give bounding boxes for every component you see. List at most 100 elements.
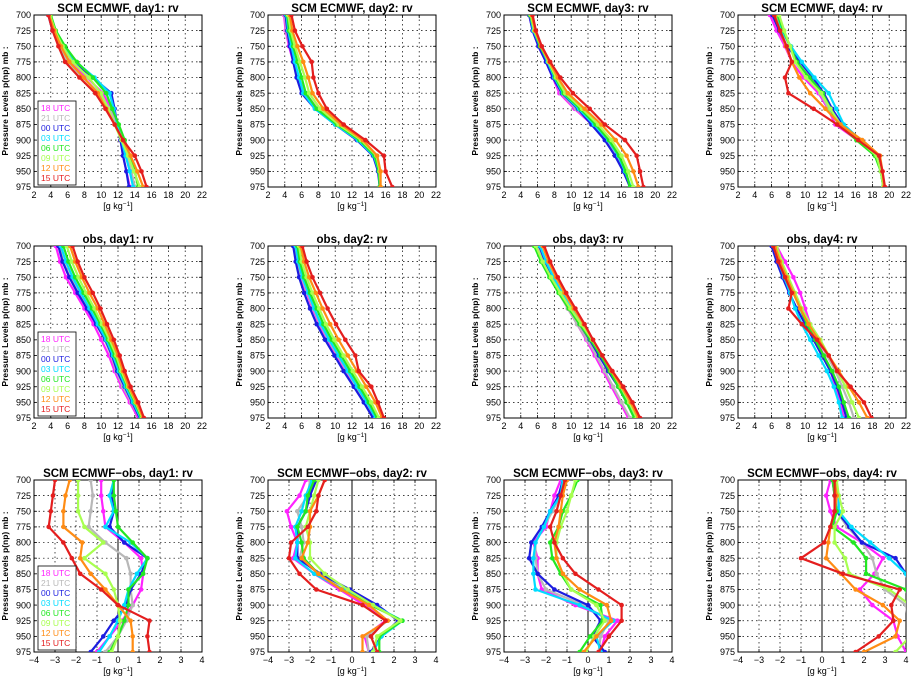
series-line-15-utc	[772, 246, 873, 418]
data-point	[332, 337, 337, 343]
y-tick-label: 750	[486, 41, 501, 51]
data-point	[103, 571, 108, 577]
data-point	[88, 480, 93, 483]
data-point	[836, 400, 842, 405]
data-point	[90, 290, 96, 296]
data-point	[631, 169, 636, 174]
y-tick-label: 775	[486, 57, 501, 67]
data-point	[548, 275, 554, 280]
data-point	[600, 353, 605, 358]
data-point	[374, 634, 380, 639]
panel-title: SCM ECMWF, day2: rv	[291, 3, 413, 15]
panel-10: −4 −3 −2 −1 0 1 2 3 4 700 725 750 775 800 825 850 875 900…	[234, 468, 439, 676]
data-point	[363, 137, 368, 143]
data-point	[865, 415, 870, 418]
data-point	[46, 15, 51, 18]
x-tick-label: 3	[412, 655, 417, 665]
data-point	[303, 90, 309, 96]
data-point	[832, 524, 837, 530]
data-point	[602, 122, 608, 127]
y-tick-label: 775	[720, 288, 735, 298]
data-point	[46, 524, 51, 530]
y-tick-label: 975	[486, 413, 501, 423]
panel-title: SCM ECMWF, day3: rv	[527, 3, 649, 15]
data-point	[56, 44, 61, 49]
y-tick-label: 925	[16, 382, 31, 392]
data-point	[292, 28, 298, 33]
y-tick-label: 975	[250, 182, 265, 192]
y-tick-label: 950	[720, 167, 735, 177]
data-point	[297, 571, 302, 577]
data-point	[284, 509, 290, 514]
x-tick-label: 2	[157, 655, 162, 665]
series-line-03-utc	[98, 480, 149, 652]
data-point	[542, 246, 547, 249]
data-point	[886, 587, 892, 592]
data-point	[531, 571, 536, 577]
x-tick-label: 20	[180, 421, 190, 431]
series-line-15-utc	[301, 246, 385, 418]
y-axis-label: Pressure Levels p(np) mb :	[0, 277, 10, 386]
y-tick-label: 950	[486, 167, 501, 177]
x-tick-label: 4	[752, 190, 757, 200]
y-tick-label: 875	[720, 585, 735, 595]
data-point	[96, 649, 102, 652]
data-point	[343, 337, 348, 343]
x-tick-label: 4	[282, 421, 287, 431]
y-axis-label: Pressure Levels p(np) mb :	[234, 277, 244, 386]
data-point	[111, 587, 117, 592]
x-tick-label: 2	[265, 421, 270, 431]
y-tick-label: 900	[250, 600, 265, 610]
y-tick-label: 750	[720, 506, 735, 516]
data-point	[295, 44, 300, 49]
data-point	[341, 122, 346, 127]
y-tick-label: 825	[250, 319, 265, 329]
data-point	[590, 337, 596, 343]
y-tick-label: 800	[486, 73, 501, 83]
legend-entry: 12 UTC	[41, 628, 70, 638]
series-line-12-utc	[62, 480, 134, 652]
x-tick-label: 6	[299, 190, 304, 200]
data-point	[144, 184, 149, 187]
data-point	[122, 368, 127, 374]
data-point	[316, 90, 321, 96]
legend-entry: 15 UTC	[41, 173, 70, 183]
x-tick-label: 12	[817, 421, 827, 431]
x-tick-label: 2	[861, 655, 866, 665]
data-point	[101, 509, 106, 514]
x-axis-label: [g kg−1]	[807, 666, 836, 676]
y-tick-label: 850	[250, 569, 265, 579]
data-point	[63, 493, 68, 498]
data-point	[295, 509, 300, 514]
x-tick-label: 14	[364, 421, 374, 431]
y-tick-label: 725	[720, 491, 735, 501]
data-point	[368, 634, 374, 639]
data-point	[301, 290, 307, 296]
data-point	[869, 415, 874, 418]
series-group	[531, 246, 643, 418]
x-tick-label: 10	[566, 190, 576, 200]
panel-title: SCM ECMWF−obs, day3: rv	[513, 468, 663, 480]
data-point	[558, 290, 563, 296]
y-tick-label: 975	[720, 647, 735, 657]
x-tick-label: 16	[381, 190, 391, 200]
data-point	[577, 649, 582, 652]
data-point	[103, 587, 108, 592]
data-point	[321, 106, 326, 112]
data-point	[345, 353, 351, 358]
data-point	[836, 384, 842, 390]
data-point	[908, 618, 913, 623]
x-tick-label: 2	[501, 190, 506, 200]
legend-entry: 12 UTC	[41, 163, 70, 173]
x-tick-label: 16	[617, 421, 627, 431]
data-point	[582, 321, 587, 327]
data-point	[823, 493, 829, 498]
data-point	[903, 587, 906, 592]
x-tick-label: 2	[391, 655, 396, 665]
data-point	[615, 618, 620, 623]
data-point	[98, 90, 104, 96]
x-tick-label: 14	[834, 190, 844, 200]
data-point	[90, 493, 96, 498]
x-tick-label: −2	[305, 655, 315, 665]
data-point	[535, 571, 540, 577]
